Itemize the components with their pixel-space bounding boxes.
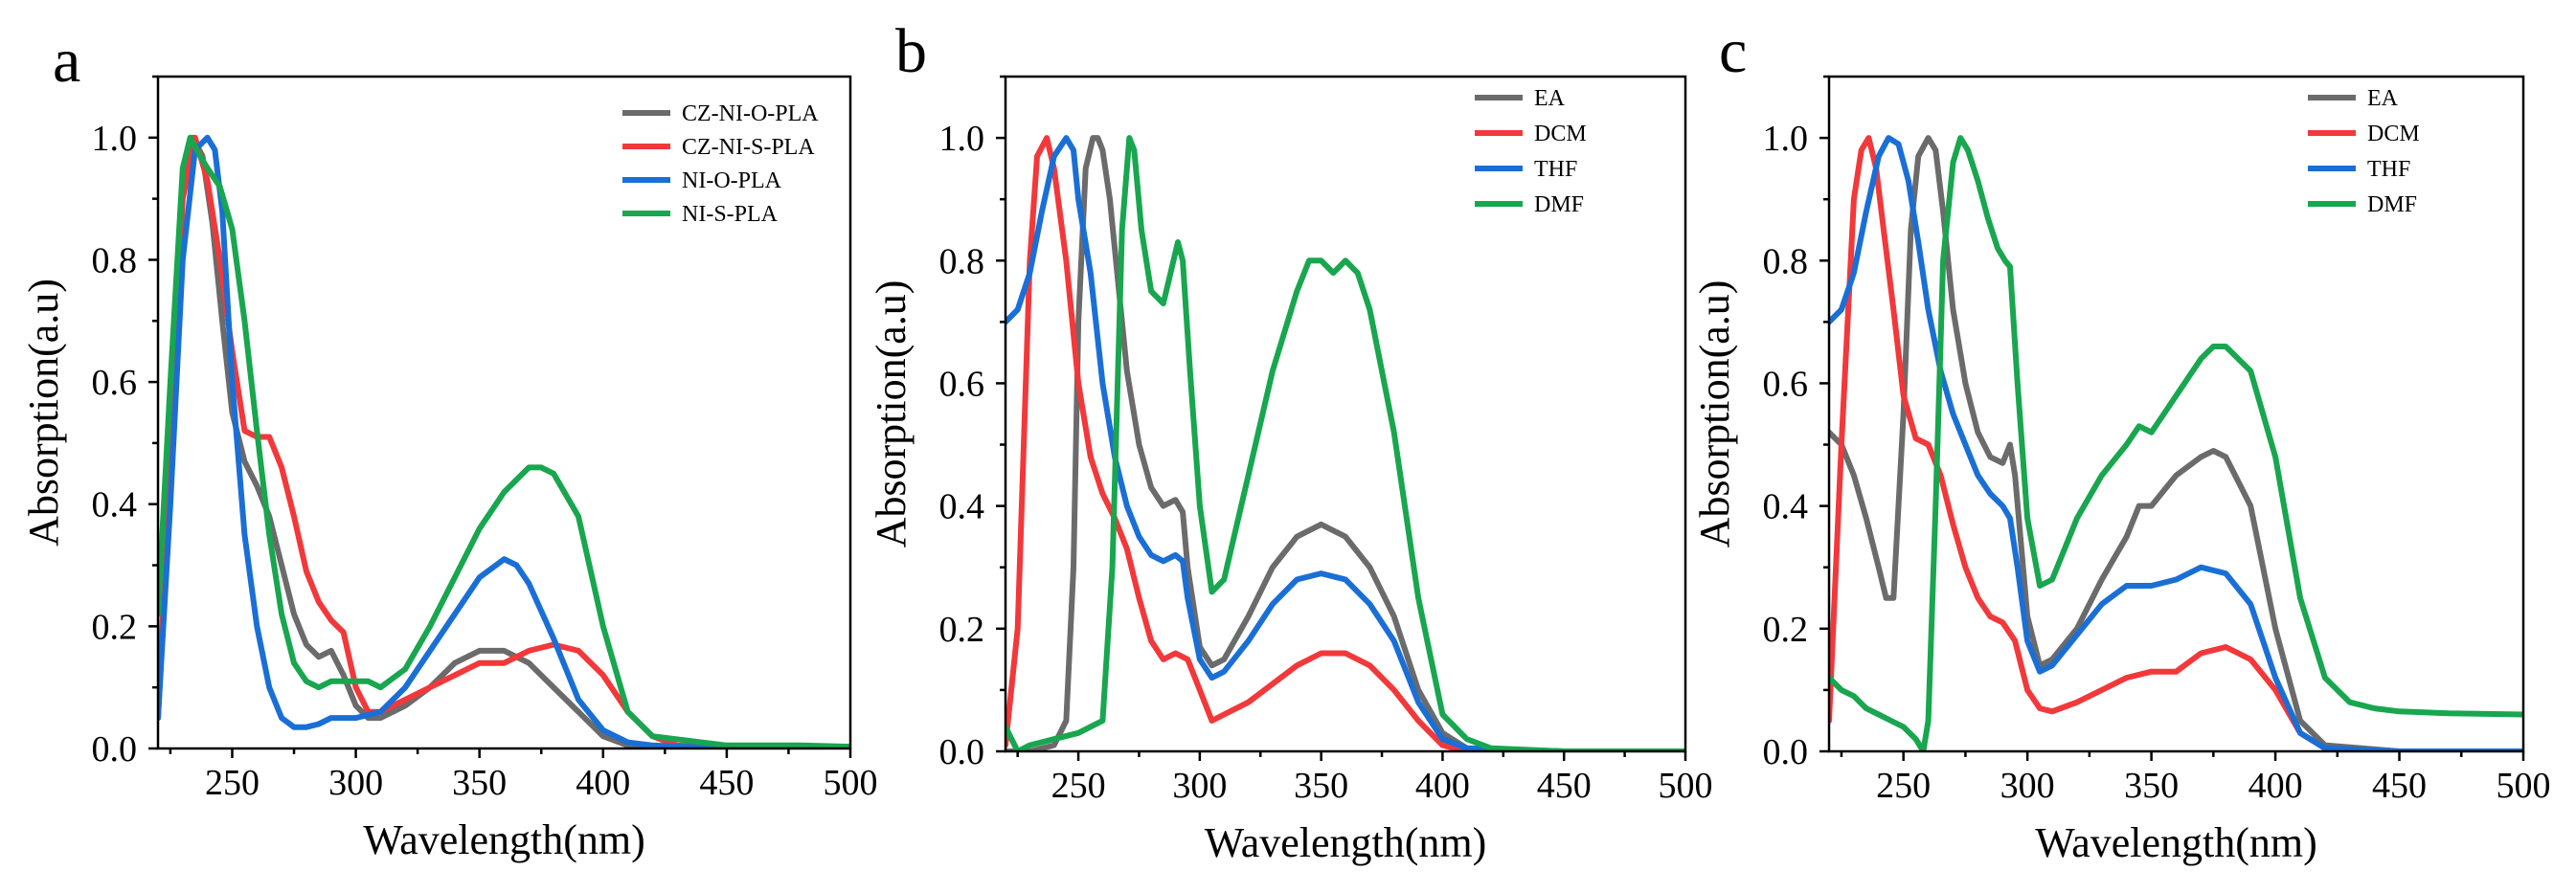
series-group bbox=[1829, 135, 2523, 751]
y-tick-label: 0.2 bbox=[1763, 610, 1809, 650]
x-axis-label: Wavelength(nm) bbox=[1205, 819, 1487, 866]
series-line-THF bbox=[1006, 135, 1685, 751]
legend-label: DMF bbox=[1534, 192, 1584, 217]
series-group bbox=[1006, 135, 1685, 751]
x-tick-label: 400 bbox=[2248, 766, 2303, 806]
chart-panel-b: 250 300 350 400 450 500 0.0 0.2 0.4 0.6 0.8 1.0 Wave… bbox=[868, 16, 1713, 866]
series-line-DCM bbox=[1829, 135, 2523, 751]
series-line-DMF bbox=[1006, 135, 1685, 751]
series-line-EA bbox=[1006, 135, 1685, 751]
chart-panel-a: 250 300 350 400 450 500 0.0 0.2 0.4 0.6 0.8 1.0 Wave… bbox=[20, 26, 878, 863]
series-line-DMF bbox=[1829, 135, 2523, 751]
y-tick-label: 0.8 bbox=[939, 241, 985, 281]
plot-frame bbox=[1004, 75, 1687, 753]
legend-label: DCM bbox=[1534, 122, 1587, 146]
x-tick-label: 250 bbox=[205, 763, 260, 803]
y-tick-label: 1.0 bbox=[1763, 119, 1809, 159]
legend-label: DCM bbox=[2367, 122, 2420, 146]
plot-frame bbox=[156, 75, 852, 750]
legend-label: EA bbox=[1534, 86, 1566, 111]
x-tick-label: 300 bbox=[2000, 766, 2055, 806]
y-axis-label: Absorption(a.u) bbox=[868, 280, 915, 548]
series-group bbox=[158, 134, 850, 748]
chart-panel-c: 250 300 350 400 450 500 0.0 0.2 0.4 0.6 0.8 1.0 Wave… bbox=[1691, 16, 2551, 866]
x-tick-label: 500 bbox=[824, 763, 878, 803]
y-tick-label: 0.4 bbox=[92, 485, 138, 525]
legend-label: CZ-NI-S-PLA bbox=[682, 135, 815, 160]
y-tick-label: 0.0 bbox=[939, 732, 985, 772]
y-tick-label: 1.0 bbox=[92, 119, 138, 159]
y-tick-label: 0.0 bbox=[1763, 732, 1809, 772]
x-axis-label: Wavelength(nm) bbox=[2035, 819, 2317, 866]
legend: CZ-NI-O-PLA CZ-NI-S-PLA NI-O-PLA NI-S-PLA bbox=[622, 101, 819, 227]
legend-label: EA bbox=[2367, 86, 2399, 111]
panel-label: b bbox=[895, 16, 927, 86]
x-tick-label: 300 bbox=[328, 763, 383, 803]
y-tick-label: 0.0 bbox=[92, 729, 138, 770]
legend-label: NI-O-PLA bbox=[682, 168, 782, 193]
panel-label: c bbox=[1719, 16, 1747, 86]
series-line-EA bbox=[1829, 135, 2523, 751]
y-tick-label: 0.2 bbox=[92, 607, 138, 647]
x-tick-label: 250 bbox=[1876, 766, 1931, 806]
y-tick-label: 0.6 bbox=[1763, 364, 1809, 404]
y-tick-label: 0.8 bbox=[92, 240, 138, 280]
legend: EA DCM THF DMF bbox=[2308, 86, 2420, 217]
x-tick-label: 400 bbox=[1415, 766, 1470, 806]
legend-label: THF bbox=[1534, 157, 1577, 182]
legend-label: DMF bbox=[2367, 192, 2417, 217]
x-axis-label: Wavelength(nm) bbox=[363, 816, 645, 863]
x-tick-label: 500 bbox=[1659, 766, 1713, 806]
panel-label: a bbox=[53, 26, 80, 96]
legend: EA DCM THF DMF bbox=[1475, 86, 1587, 217]
y-tick-label: 0.6 bbox=[92, 363, 138, 403]
y-axis-label: Absorption(a.u) bbox=[20, 279, 67, 547]
series-line-CZ-NI-O-PLA bbox=[158, 134, 850, 748]
x-tick-label: 450 bbox=[699, 763, 754, 803]
series-line-CZ-NI-S-PLA bbox=[158, 134, 850, 748]
y-tick-label: 0.4 bbox=[1763, 487, 1809, 527]
series-line-DCM bbox=[1006, 135, 1685, 751]
x-tick-label: 500 bbox=[2497, 766, 2551, 806]
x-tick-label: 450 bbox=[2372, 766, 2427, 806]
y-tick-label: 0.6 bbox=[939, 364, 985, 404]
x-tick-label: 300 bbox=[1172, 766, 1227, 806]
x-tick-label: 250 bbox=[1051, 766, 1106, 806]
legend-label: THF bbox=[2367, 157, 2410, 182]
x-tick-label: 350 bbox=[2124, 766, 2179, 806]
y-tick-label: 1.0 bbox=[939, 119, 985, 159]
series-line-NI-S-PLA bbox=[158, 134, 850, 748]
y-tick-label: 0.2 bbox=[939, 610, 985, 650]
x-tick-label: 450 bbox=[1537, 766, 1592, 806]
y-axis-label: Absorption(a.u) bbox=[1691, 280, 1738, 548]
legend-label: NI-S-PLA bbox=[682, 202, 779, 227]
x-tick-label: 350 bbox=[1294, 766, 1348, 806]
series-line-THF bbox=[1829, 135, 2523, 751]
plot-frame bbox=[1827, 75, 2525, 753]
legend-label: CZ-NI-O-PLA bbox=[682, 101, 819, 126]
x-tick-label: 350 bbox=[452, 763, 507, 803]
y-tick-label: 0.4 bbox=[939, 487, 985, 527]
y-tick-label: 0.8 bbox=[1763, 241, 1809, 281]
x-tick-label: 400 bbox=[576, 763, 630, 803]
series-line-NI-O-PLA bbox=[158, 134, 850, 748]
